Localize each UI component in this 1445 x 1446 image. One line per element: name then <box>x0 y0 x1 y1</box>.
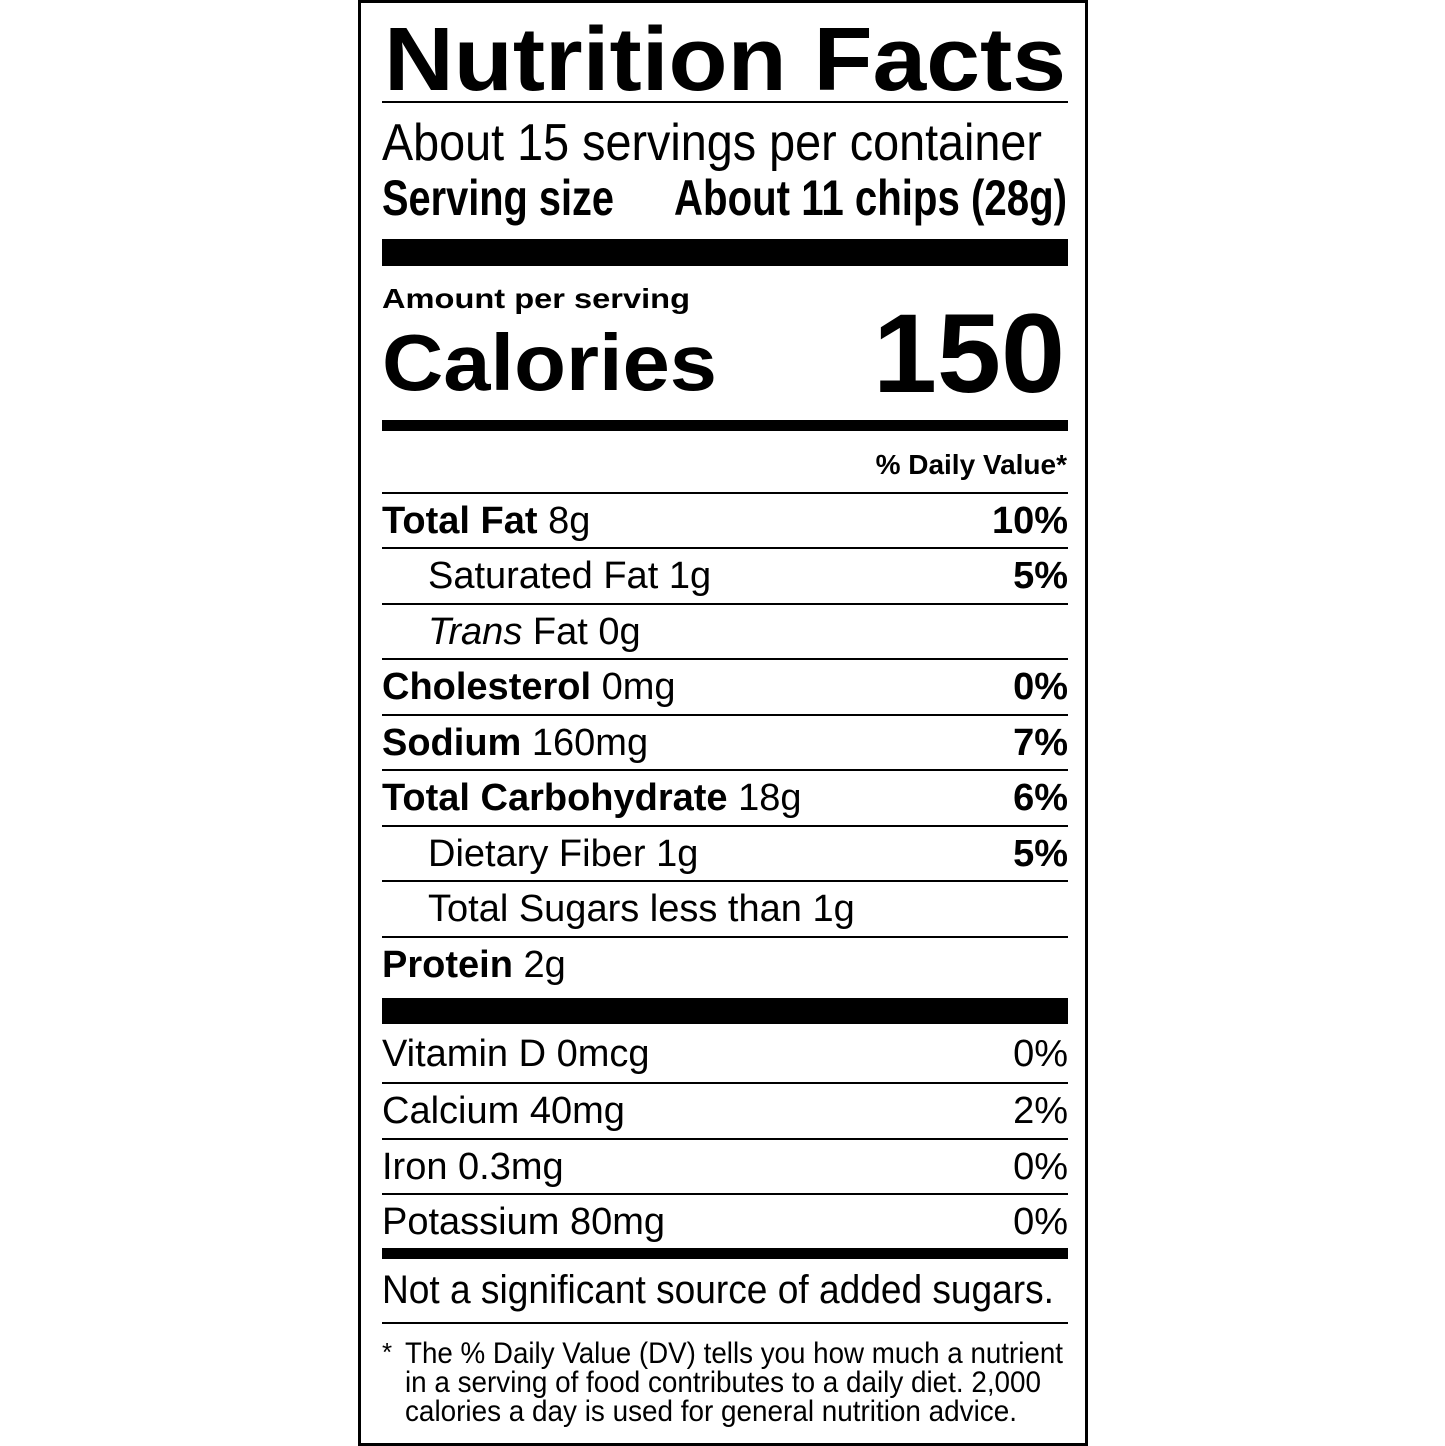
nutrient-row-cholesterol: Cholesterol 0mg 0% <box>382 658 1068 713</box>
nutrient-dv: 0% <box>1013 666 1068 708</box>
amount-per-serving: Amount per serving <box>382 283 690 314</box>
nutrition-facts-label: Nutrition Facts About 15 servings per co… <box>358 0 1088 1446</box>
serving-size-value: About 11 chips (28g) <box>674 170 1067 226</box>
vitamin-name: Vitamin D <box>382 1033 547 1075</box>
nutrient-row-total-fat: Total Fat 8g 10% <box>382 492 1068 547</box>
vitamin-row-vitamin-d: Vitamin D 0mcg 0% <box>382 1027 1068 1082</box>
thick-divider <box>382 998 1068 1024</box>
calories-value: 150 <box>873 291 1065 416</box>
vitamin-row-potassium: Potassium 80mg 0% <box>382 1193 1068 1248</box>
medium-divider <box>382 420 1068 431</box>
footnote: The % Daily Value (DV) tells you how muc… <box>405 1337 1116 1428</box>
vitamin-dv: 0% <box>1013 1201 1068 1243</box>
daily-value-header: % Daily Value* <box>875 449 1067 480</box>
vitamin-amount: 40mg <box>529 1090 625 1132</box>
nutrient-amount: 18g <box>738 777 802 819</box>
medium-divider <box>382 1248 1068 1259</box>
nutrient-row-trans-fat: Trans Fat 0g <box>382 603 1068 658</box>
thick-divider <box>382 239 1068 266</box>
nutrient-name: Dietary Fiber <box>428 833 646 875</box>
label-title: Nutrition Facts <box>384 10 1066 110</box>
nutrient-amount: 0mg <box>601 666 676 708</box>
nutrient-row-total-carbohydrate: Total Carbohydrate 18g 6% <box>382 769 1068 824</box>
nutrient-dv: 5% <box>1013 833 1068 875</box>
nutrient-amount: 0g <box>598 611 641 653</box>
serving-size-label: Serving size <box>382 170 614 226</box>
vitamin-row-iron: Iron 0.3mg 0% <box>382 1138 1068 1193</box>
footnote-asterisk: * <box>382 1337 393 1367</box>
nutrient-dv: 10% <box>991 500 1068 542</box>
vitamin-dv: 2% <box>1013 1090 1068 1132</box>
calories-label: Calories <box>382 318 717 407</box>
nutrient-amount: 8g <box>548 500 591 542</box>
vitamin-dv: 0% <box>1013 1146 1068 1188</box>
added-sugars-note: Not a significant source of added sugars… <box>382 1268 1054 1312</box>
nutrient-dv: 6% <box>1013 777 1068 819</box>
nutrient-dv: 7% <box>1013 722 1068 764</box>
nutrient-row-total-sugars: Total Sugars less than 1g <box>382 880 1068 935</box>
vitamin-name: Iron <box>382 1146 448 1188</box>
nutrient-name-italic: Trans <box>428 611 523 653</box>
nutrient-name: Total Fat <box>382 500 538 542</box>
nutrient-row-dietary-fiber: Dietary Fiber 1g 5% <box>382 825 1068 880</box>
nutrient-amount: less than 1g <box>649 888 855 930</box>
nutrient-name: Total Sugars <box>428 888 640 930</box>
nutrient-amount: 160mg <box>531 722 649 764</box>
nutrient-name: Cholesterol <box>382 666 592 708</box>
nutrient-name: Protein <box>382 944 513 986</box>
vitamin-row-calcium: Calcium 40mg 2% <box>382 1082 1068 1137</box>
nutrient-row-protein: Protein 2g <box>382 936 1068 991</box>
nutrient-row-saturated-fat: Saturated Fat 1g 5% <box>382 547 1068 602</box>
nutrient-amount: 2g <box>523 944 566 986</box>
nutrient-name: Saturated Fat <box>428 555 659 597</box>
divider <box>382 101 1068 103</box>
nutrient-name: Fat <box>532 611 588 653</box>
footnote-line: in a serving of food contributes to a da… <box>405 1366 1041 1399</box>
nutrient-dv: 5% <box>1013 555 1068 597</box>
nutrient-amount: 1g <box>656 833 699 875</box>
vitamin-amount: 80mg <box>569 1201 666 1243</box>
nutrient-name: Total Carbohydrate <box>382 777 728 819</box>
servings-per-container: About 15 servings per container <box>382 114 1042 172</box>
footnote-line: The % Daily Value (DV) tells you how muc… <box>405 1337 1063 1370</box>
nutrient-row-sodium: Sodium 160mg 7% <box>382 714 1068 769</box>
divider <box>382 1322 1068 1324</box>
vitamin-amount: 0mcg <box>556 1033 650 1075</box>
vitamin-name: Calcium <box>382 1090 520 1132</box>
nutrient-name: Sodium <box>382 722 522 764</box>
nutrient-amount: 1g <box>668 555 712 597</box>
footnote-line: calories a day is used for general nutri… <box>405 1395 1017 1428</box>
vitamin-amount: 0.3mg <box>458 1146 564 1188</box>
vitamin-dv: 0% <box>1013 1033 1068 1075</box>
vitamin-name: Potassium <box>382 1201 560 1243</box>
